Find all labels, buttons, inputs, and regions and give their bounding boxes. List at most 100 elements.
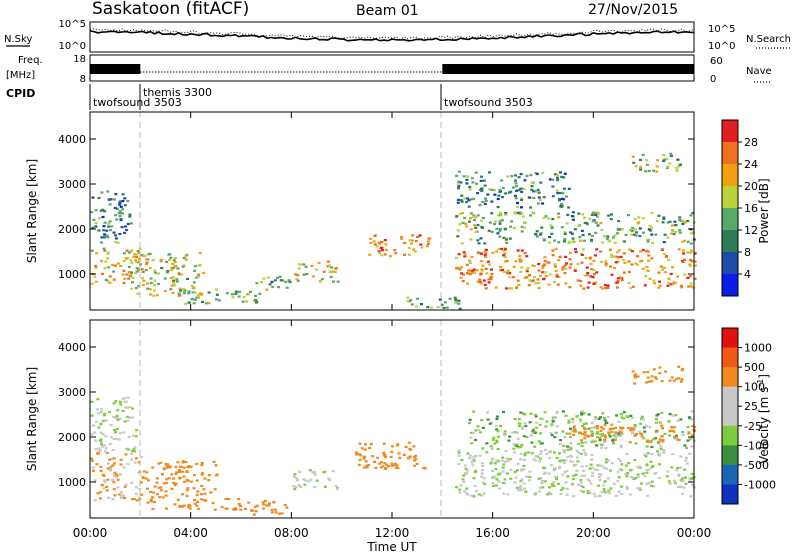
heatmap-cell-9 xyxy=(523,226,526,229)
heatmap-cell-11 xyxy=(668,162,672,165)
heatmap-cell-9 xyxy=(483,242,487,245)
heatmap-cell-6 xyxy=(458,491,462,494)
heatmap-cell-8 xyxy=(621,259,625,262)
heatmap-cell-3 xyxy=(268,502,271,505)
heatmap-cell-10 xyxy=(529,174,533,177)
heatmap-cell-8 xyxy=(589,262,593,266)
heatmap-cell-9 xyxy=(632,233,636,236)
heatmap-cell-6 xyxy=(562,451,566,454)
colorbar-swatch xyxy=(722,406,738,427)
heatmap-cell-6 xyxy=(596,464,600,467)
heatmap-cell-8 xyxy=(468,259,471,262)
freq-block-twofsound-b xyxy=(442,64,694,74)
heatmap-cell-5 xyxy=(412,445,416,448)
heatmap-cell-0 xyxy=(119,496,123,499)
heatmap-cell-9 xyxy=(513,212,517,215)
heatmap-cell-8 xyxy=(689,282,693,285)
colorbar-swatch xyxy=(722,252,738,275)
heatmap-cell-10 xyxy=(561,192,565,195)
heatmap-cell-6 xyxy=(416,235,420,238)
heatmap-cell-7 xyxy=(537,440,541,443)
heatmap-cell-8 xyxy=(647,254,651,257)
heatmap-cell-1 xyxy=(113,429,116,432)
heatmap-cell-6 xyxy=(566,455,570,459)
heatmap-cell-9 xyxy=(520,230,524,233)
heatmap-cell-4 xyxy=(313,486,317,489)
heatmap-cell-6 xyxy=(522,468,526,471)
heatmap-cell-9 xyxy=(590,238,593,241)
heatmap-cell-0 xyxy=(114,264,117,267)
heatmap-cell-10 xyxy=(467,205,471,208)
heatmap-cell-10 xyxy=(470,177,474,180)
heatmap-cell-6 xyxy=(580,484,583,487)
heatmap-cell-3 xyxy=(224,497,228,500)
heatmap-cell-8 xyxy=(563,272,567,275)
heatmap-cell-7 xyxy=(600,434,604,437)
heatmap-cell-2 xyxy=(164,507,168,510)
heatmap-cell-10 xyxy=(480,175,483,178)
heatmap-cell-7 xyxy=(544,425,548,428)
heatmap-cell-7 xyxy=(445,306,449,309)
heatmap-cell-1 xyxy=(100,241,104,244)
heatmap-cell-2 xyxy=(157,486,161,489)
heatmap-cell-10 xyxy=(556,178,560,182)
heatmap-cell-8 xyxy=(620,427,624,430)
heatmap-cell-8 xyxy=(516,249,520,252)
heatmap-cell-8 xyxy=(564,255,568,258)
heatmap-cell-9 xyxy=(652,368,656,371)
heatmap-cell-6 xyxy=(553,451,556,454)
heatmap-cell-7 xyxy=(438,298,442,301)
heatmap-cell-9 xyxy=(460,242,464,245)
heatmap-cell-11 xyxy=(655,170,659,173)
heatmap-cell-7 xyxy=(524,424,528,428)
heatmap-cell-1 xyxy=(118,400,122,403)
heatmap-cell-7 xyxy=(614,436,618,439)
heatmap-cell-8 xyxy=(606,284,610,287)
heatmap-cell-2 xyxy=(187,505,190,508)
heatmap-cell-6 xyxy=(496,447,500,450)
heatmap-cell-3 xyxy=(252,513,256,516)
heatmap-cell-10 xyxy=(532,196,536,199)
heatmap-cell-9 xyxy=(646,371,650,374)
heatmap-cell-2 xyxy=(145,471,149,474)
heatmap-cell-6 xyxy=(548,486,551,489)
heatmap-cell-8 xyxy=(457,253,461,256)
heatmap-cell-1 xyxy=(116,418,120,421)
heatmap-cell-6 xyxy=(620,463,624,466)
heatmap-cell-7 xyxy=(645,424,648,427)
heatmap-cell-3 xyxy=(237,295,241,298)
heatmap-cell-6 xyxy=(548,457,552,460)
heatmap-cell-10 xyxy=(463,197,467,200)
heatmap-cell-6 xyxy=(650,484,654,487)
heatmap-cell-6 xyxy=(626,472,630,475)
heatmap-cell-1 xyxy=(121,409,125,412)
heatmap-cell-6 xyxy=(496,473,500,476)
heatmap-cell-1 xyxy=(114,431,118,434)
heatmap-cell-8 xyxy=(456,266,460,269)
heatmap-cell-2 xyxy=(131,281,134,284)
heatmap-cell-9 xyxy=(481,216,485,220)
heatmap-cell-2 xyxy=(182,504,186,507)
heatmap-cell-10 xyxy=(519,187,523,190)
heatmap-cell-6 xyxy=(558,459,562,462)
heatmap-cell-9 xyxy=(631,370,635,373)
heatmap-cell-3 xyxy=(273,508,277,511)
heatmap-cell-7 xyxy=(503,432,507,435)
heatmap-cell-6 xyxy=(582,469,586,472)
heatmap-cell-8 xyxy=(646,250,650,253)
heatmap-cell-8 xyxy=(667,258,671,261)
heatmap-cell-6 xyxy=(508,458,512,461)
heatmap-cell-6 xyxy=(644,455,648,458)
heatmap-cell-8 xyxy=(542,278,546,281)
heatmap-cell-0 xyxy=(111,497,115,501)
heatmap-cell-8 xyxy=(608,248,612,251)
x-tick-label: 08:00 xyxy=(274,526,309,540)
heatmap-cell-8 xyxy=(539,274,542,278)
colorbar-swatch xyxy=(722,164,738,187)
heatmap-cell-8 xyxy=(458,268,462,271)
heatmap-cell-10 xyxy=(548,178,552,181)
heatmap-cell-10 xyxy=(519,206,523,209)
heatmap-cell-8 xyxy=(593,254,597,257)
heatmap-cell-3 xyxy=(238,290,241,293)
heatmap-cell-8 xyxy=(476,280,480,283)
